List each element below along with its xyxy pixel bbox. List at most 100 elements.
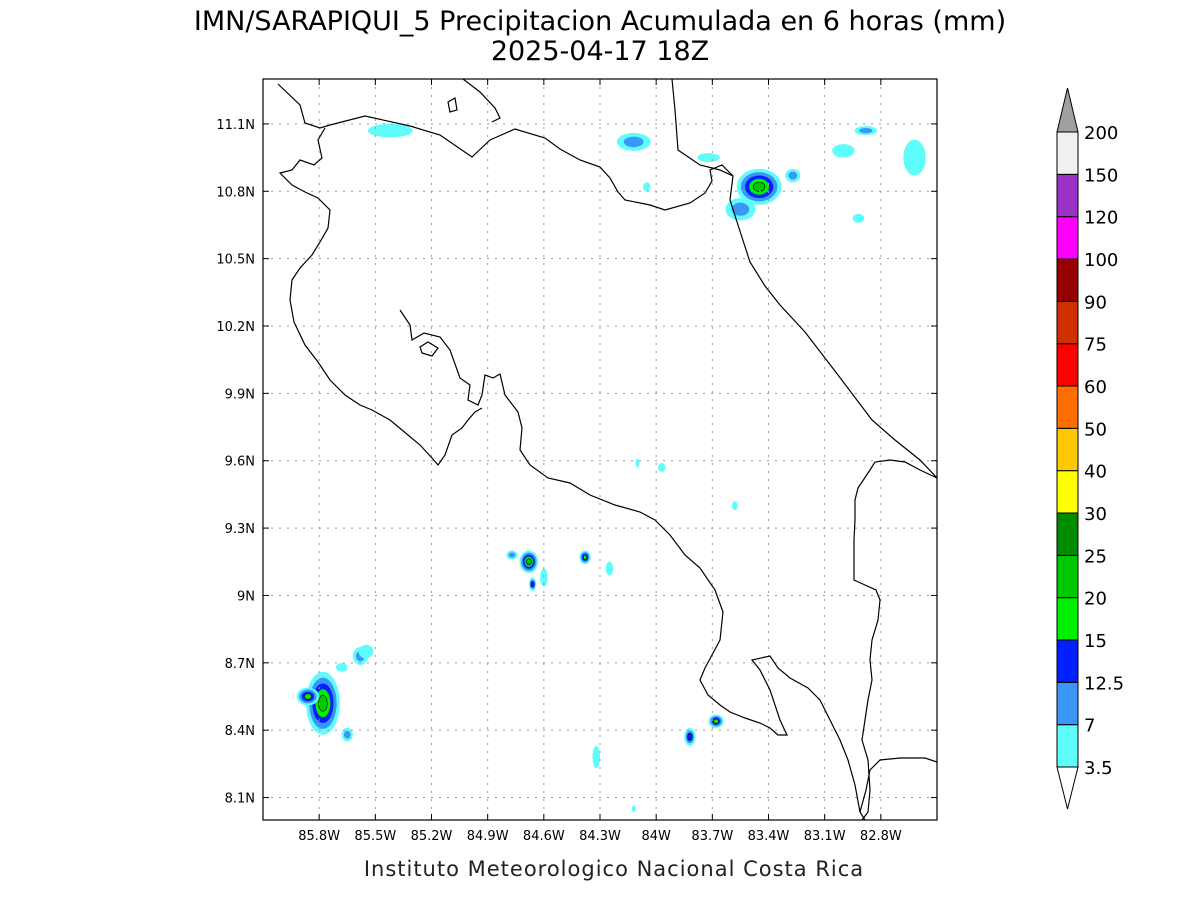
precip-cell-27-level-0 [658,462,666,472]
precip-cell-24-level-0 [852,213,864,223]
lon-tick-label: 82.8W [860,829,902,844]
colorbar-swatch-4 [1056,554,1079,599]
lon-tick-label: 85.5W [354,829,396,844]
gulf-of-nicoya-shore [399,309,866,820]
lon-tick-label: 83.1W [804,829,846,844]
small-island-outline [447,97,458,113]
colorbar-label: 25 [1084,546,1107,567]
colorbar-swatch-6 [1056,470,1079,514]
coastline-layer [277,79,937,820]
lat-tick-label: 8.4N [225,724,255,739]
colorbar-swatch-10 [1056,300,1079,345]
chira-island-outline [419,341,439,357]
panama-border-line [853,459,937,820]
colorbar-label: 150 [1084,165,1118,186]
colorbar-label: 120 [1084,208,1118,229]
precip-cell-22-level-0 [903,139,926,176]
precip-cell-1-level-3 [304,693,312,700]
lat-tick-label: 10.5N [216,253,255,268]
burica-coast [859,757,937,813]
lat-tick-label: 8.7N [225,657,255,672]
precip-cell-6-level-4 [526,558,532,565]
colorbar-label: 7 [1084,716,1095,737]
lat-tick-label: 9N [237,589,255,604]
lon-tick-label: 84.3W [579,829,621,844]
colorbar-label: 90 [1084,292,1107,313]
colorbar-swatch-1 [1056,681,1079,726]
precip-cell-9-level-0 [540,568,548,587]
precip-cell-25-level-0 [643,182,651,192]
lon-tick-label: 84W [641,829,671,844]
colorbar-swatch-13 [1056,173,1079,218]
lon-tick-label: 83.4W [748,829,790,844]
precip-cell-18-level-0 [697,153,720,163]
lon-tick-label: 83.7W [691,829,733,844]
map-background [263,79,937,820]
colorbar-swatch-11 [1056,258,1079,302]
colorbar-swatch-12 [1056,216,1079,260]
precip-cell-17-level-1 [788,171,798,180]
northern-border-line [277,83,734,211]
colorbar-over-triangle [1056,87,1079,133]
precip-cell-20-level-0 [367,123,413,138]
map-axes: 85.8W 85.5W 85.2W 84.9W 84.6W 84.3W 84W 83.7W 83… [216,79,937,844]
colorbar-swatch-14 [1056,131,1079,175]
colorbar-label: 60 [1084,377,1107,398]
lon-tick-label: 84.9W [467,829,509,844]
lon-tick-label: 85.8W [298,829,340,844]
colorbar-label: 200 [1084,123,1118,144]
precip-cell-5-level-0 [358,644,374,659]
colorbar-label: 100 [1084,250,1118,271]
lat-tick-label: 11.1N [216,118,255,133]
lat-tick-label: 10.2N [216,320,255,335]
lat-tick-label: 10.8N [216,185,255,200]
precip-cell-3-level-0 [336,662,348,672]
colorbar-label: 40 [1084,462,1107,483]
colorbar-swatch-5 [1056,512,1079,556]
colorbar-label: 3.5 [1084,758,1113,779]
lat-tick-label: 9.6N [225,455,255,470]
lake-nicaragua-shore [462,79,501,123]
lat-tick-label: 8.1N [225,792,255,807]
colorbar-swatch-3 [1056,597,1079,641]
colorbar-label: 15 [1084,631,1107,652]
colorbar-label: 20 [1084,589,1107,610]
precip-cell-13-level-2 [687,732,693,741]
colorbar-label: 50 [1084,419,1107,440]
precip-cell-0-level-4 [318,694,328,712]
colorbar-swatch-2 [1056,639,1079,683]
lon-tick-label: 84.6W [523,829,565,844]
precip-cell-15-level-4 [753,181,766,192]
precip-cell-29-level-0 [631,805,636,813]
institution-footer: Instituto Meteorologico Nacional Costa R… [364,857,864,881]
pacific-coast-north [278,127,483,466]
lat-tick-label: 9.9N [225,387,255,402]
precip-cell-12-level-0 [592,745,600,769]
colorbar-label: 75 [1084,335,1107,356]
caribbean-coast [671,79,937,479]
precip-cell-28-level-0 [731,501,738,511]
colorbar-label: 12.5 [1084,673,1124,694]
colorbar-swatch-8 [1056,385,1079,429]
map-grid [263,79,937,820]
precip-cell-10-level-3 [582,554,588,560]
precip-cell-11-level-0 [605,561,614,576]
colorbar-label: 30 [1084,504,1107,525]
colorbar-swatch-7 [1056,427,1079,472]
precip-cell-21-level-1 [859,128,873,134]
precip-cell-23-level-0 [832,144,855,158]
colorbar-swatch-0 [1056,724,1079,768]
colorbar: 3.5 7 12.5 15 20 25 30 40 50 60 75 90 100 120 150 200 [1056,87,1124,810]
lat-tick-label: 9.3N [225,522,255,537]
precipitation-layer [296,123,926,813]
precip-cell-7-level-2 [530,581,535,588]
precip-cell-26-level-0 [635,458,640,468]
precip-cell-19-level-1 [623,136,644,148]
precip-cell-16-level-1 [731,202,750,216]
colorbar-under-triangle [1056,766,1079,810]
colorbar-swatch-9 [1056,343,1079,387]
lon-tick-label: 85.2W [411,829,453,844]
map-title-line1: IMN/SARAPIQUI_5 Precipitacion Acumulada … [194,6,1006,37]
precip-cell-14-level-3 [713,718,719,724]
